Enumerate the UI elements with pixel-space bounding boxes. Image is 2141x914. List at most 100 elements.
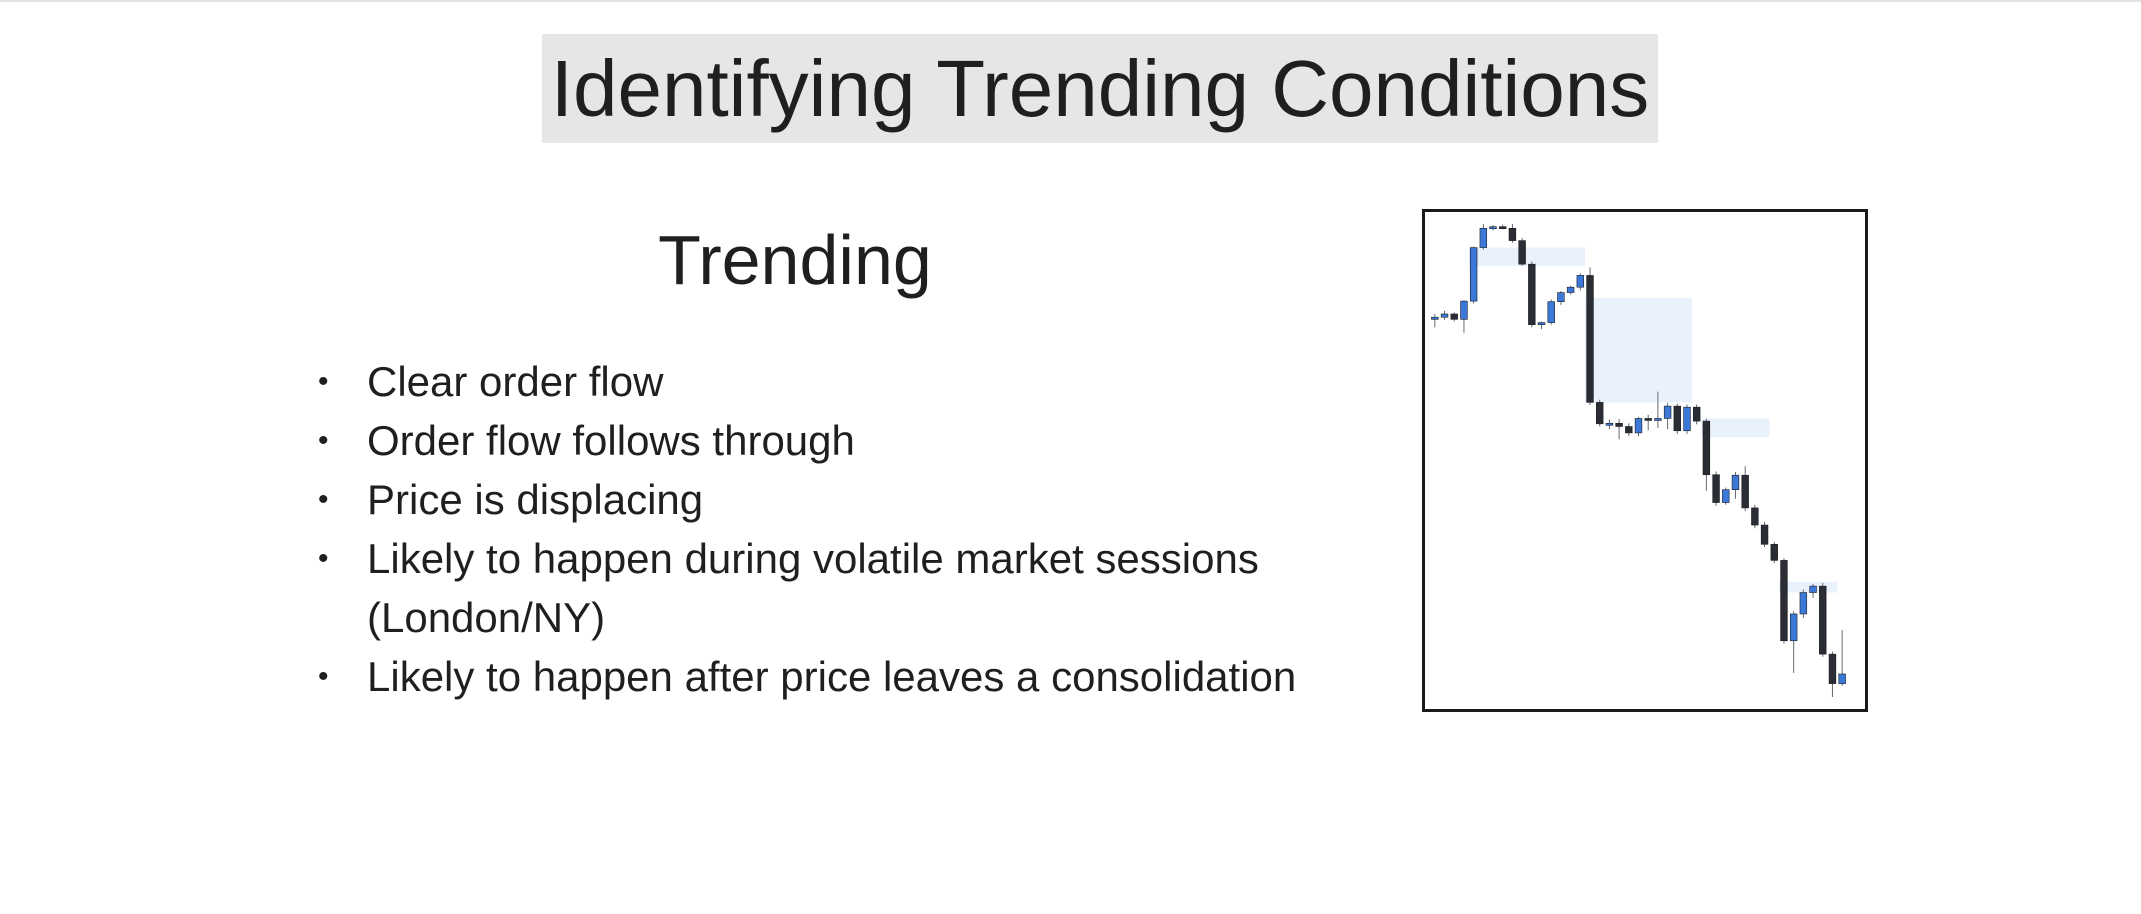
candle-body (1596, 402, 1604, 425)
imbalance-zone (1585, 297, 1692, 403)
bearish-candle (1508, 224, 1517, 243)
bullish-candle (1799, 589, 1808, 619)
candle-body (1440, 313, 1449, 318)
bullish-candle (1789, 611, 1798, 673)
candle-body (1431, 316, 1439, 320)
bearish-candle (1712, 471, 1720, 506)
candle-body (1566, 286, 1575, 293)
bullish-candle (1605, 419, 1614, 430)
candle-body (1799, 592, 1808, 615)
bearish-candle (1518, 237, 1526, 266)
candle-body (1663, 405, 1672, 419)
candle-body (1547, 301, 1555, 323)
candle-body (1828, 653, 1837, 684)
bullish-candle (1431, 313, 1439, 328)
candle-body (1789, 613, 1798, 642)
bullish-candle (1683, 404, 1691, 434)
bullish-candle (1663, 402, 1672, 430)
bullet-item: Likely to happen during volatile market … (318, 529, 1358, 647)
candle-body (1712, 474, 1720, 503)
bullish-candle (1809, 583, 1817, 598)
bullish-candle (1722, 487, 1730, 505)
candle-body (1615, 422, 1623, 427)
bullet-item: Clear order flow (318, 352, 1358, 411)
imbalance-zone (1468, 247, 1586, 266)
bearish-candle (1499, 224, 1507, 230)
bullet-item: Likely to happen after price leaves a co… (318, 647, 1358, 706)
candle-body (1489, 226, 1497, 229)
candle-body (1683, 406, 1691, 432)
candle-body (1654, 418, 1662, 421)
imbalance-zone (1779, 581, 1838, 593)
candle-body (1518, 240, 1526, 265)
bearish-candle (1450, 312, 1458, 322)
bullish-candle (1731, 472, 1740, 499)
candle-body (1557, 292, 1565, 302)
candle-body (1605, 422, 1614, 426)
bullet-item: Price is displacing (318, 470, 1358, 529)
candle-body (1644, 418, 1652, 421)
candle-body (1692, 406, 1701, 422)
candle-body (1450, 313, 1458, 320)
imbalance-zone (1701, 418, 1770, 438)
candle-body (1809, 585, 1817, 593)
section-heading: Trending (658, 221, 932, 299)
bearish-candle (1528, 261, 1536, 328)
bearish-candle (1702, 418, 1711, 491)
bullish-candle (1576, 273, 1585, 291)
candlestick-chart (1431, 224, 1846, 697)
candle-body (1537, 322, 1546, 326)
bearish-candle (1819, 582, 1827, 657)
bearish-candle (1828, 651, 1837, 697)
candles-layer (1431, 224, 1846, 697)
candle-body (1702, 420, 1711, 475)
candle-body (1586, 275, 1594, 403)
candle-body (1508, 227, 1517, 241)
candle-body (1460, 300, 1468, 320)
candle-body (1741, 474, 1749, 509)
candle-body (1469, 247, 1478, 302)
bullish-candle (1557, 290, 1565, 305)
candle-body (1528, 263, 1536, 326)
top-divider (0, 0, 2141, 2)
bullish-candle (1654, 391, 1662, 429)
bullish-candle (1479, 224, 1488, 250)
candle-body (1751, 507, 1759, 526)
candle-body (1673, 405, 1681, 432)
bullish-candle (1460, 300, 1468, 333)
bearish-candle (1625, 423, 1633, 437)
candle-body (1760, 524, 1769, 545)
bullish-candle (1489, 225, 1497, 231)
candle-body (1499, 226, 1507, 229)
bearish-candle (1596, 399, 1604, 427)
candle-body (1479, 227, 1488, 248)
candle-body (1780, 560, 1788, 642)
bearish-candle (1770, 541, 1778, 564)
candle-body (1731, 474, 1740, 490)
bullish-candle (1440, 310, 1449, 320)
candle-body (1576, 275, 1585, 288)
bullish-candle (1469, 246, 1478, 304)
candle-body (1819, 585, 1827, 655)
bearish-candle (1673, 403, 1681, 434)
candle-body (1838, 673, 1846, 684)
bearish-candle (1751, 504, 1759, 529)
slide-title: Identifying Trending Conditions (542, 34, 1658, 143)
bullet-item: Order flow follows through (318, 411, 1358, 470)
bearish-candle (1780, 558, 1788, 644)
bearish-candle (1615, 418, 1623, 440)
candle-body (1722, 489, 1730, 503)
bearish-candle (1644, 414, 1652, 431)
bearish-candle (1586, 267, 1594, 406)
bullish-candle (1634, 416, 1643, 437)
bullet-list: Clear order flow Order flow follows thro… (318, 352, 1358, 706)
bearish-candle (1692, 404, 1701, 425)
bearish-candle (1741, 466, 1749, 512)
candlestick-chart-frame (1422, 209, 1868, 712)
bullish-candle (1566, 285, 1575, 295)
zones-layer (1468, 247, 1838, 593)
candle-body (1634, 418, 1643, 434)
bullish-candle (1537, 321, 1546, 329)
bullish-candle (1838, 630, 1846, 686)
candle-body (1770, 544, 1778, 561)
